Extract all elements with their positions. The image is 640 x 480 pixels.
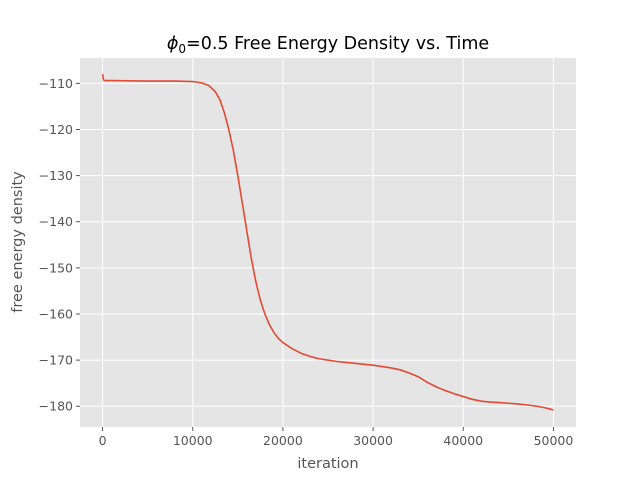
x-tick-label: 50000 (534, 433, 574, 448)
x-tick-label: 20000 (263, 433, 303, 448)
series-line (101, 73, 554, 411)
y-tick-label: −150 (39, 260, 73, 275)
x-tick-label: 40000 (443, 433, 483, 448)
y-tick-label: −180 (39, 399, 73, 414)
x-tick-label: 30000 (353, 433, 393, 448)
title-text: =0.5 Free Energy Density vs. Time (186, 34, 489, 54)
title-subscript: 0 (178, 42, 186, 56)
x-tick-label: 0 (99, 433, 107, 448)
x-axis-label: iteration (297, 456, 358, 472)
plot-background (80, 58, 576, 427)
y-tick-label: −170 (39, 353, 73, 368)
y-tick-label: −120 (39, 122, 73, 137)
tick-labels: 0 10000 20000 30000 40000 50000 −110 −120 −130 −1… (39, 76, 574, 448)
title-phi-symbol: ϕ (167, 34, 179, 54)
y-tick-label: −160 (39, 306, 73, 321)
x-tick-label: 10000 (173, 433, 213, 448)
chart-title: ϕ0=0.5 Free Energy Density vs. Time (167, 34, 489, 56)
y-axis-label: free energy density (10, 171, 26, 313)
data-series (101, 73, 554, 411)
y-tick-label: −110 (39, 76, 73, 91)
y-tick-label: −140 (39, 214, 73, 229)
y-tick-label: −130 (39, 168, 73, 183)
